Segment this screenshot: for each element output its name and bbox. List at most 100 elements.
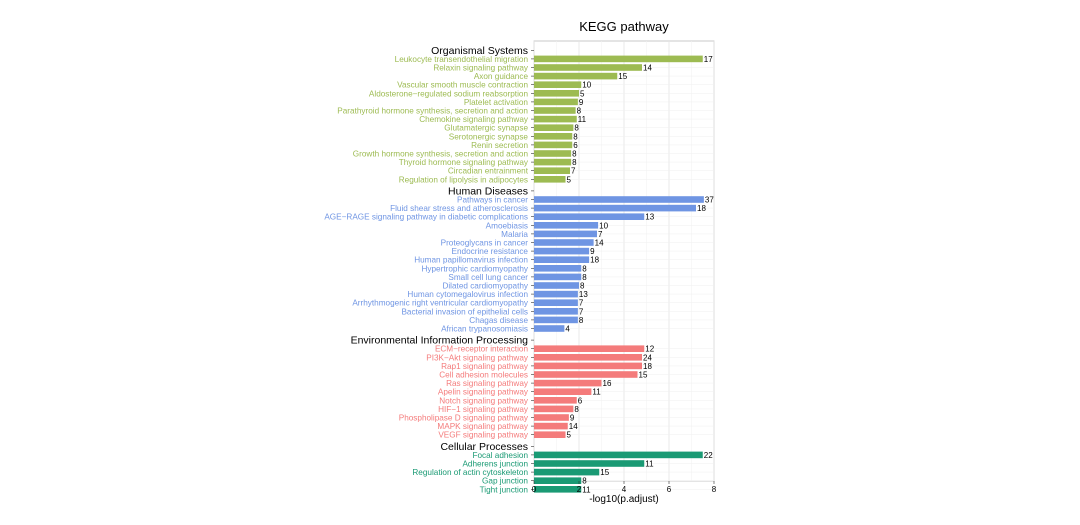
category-label: Growth hormone synthesis, secretion and … — [353, 150, 529, 159]
count-label: 10 — [582, 81, 591, 90]
category-label: Renin secretion — [471, 141, 528, 150]
count-label: 7 — [579, 299, 584, 308]
category-label: Chagas disease — [469, 316, 528, 325]
x-tick-label: 0 — [532, 485, 537, 494]
category-label: Malaria — [501, 230, 528, 239]
category-label: Human cytomegalovirus infection — [407, 290, 528, 299]
category-label: Fluid shear stress and atherosclerosis — [390, 204, 528, 213]
bar — [534, 379, 602, 387]
category-label: PI3K−Akt signaling pathway — [426, 353, 529, 362]
count-label: 11 — [645, 460, 654, 469]
group-label: Environmental Information Processing — [351, 335, 529, 347]
count-label: 8 — [572, 158, 577, 167]
category-label: AGE−RAGE signaling pathway in diabetic c… — [324, 213, 528, 222]
bar — [534, 414, 569, 421]
count-label: 18 — [590, 256, 599, 265]
bar — [534, 345, 645, 352]
bar — [534, 176, 566, 183]
category-label: Human papillomavirus infection — [414, 256, 528, 265]
count-label: 22 — [704, 451, 713, 460]
category-label: Focal adhesion — [472, 451, 528, 460]
count-label: 15 — [600, 468, 609, 477]
category-label: Amoebiasis — [486, 221, 528, 230]
category-label: ECM−receptor interaction — [435, 345, 529, 354]
category-label: VEGF signaling pathway — [438, 431, 529, 440]
category-label: Rap1 signaling pathway — [441, 362, 529, 371]
category-label: Notch signaling pathway — [439, 396, 529, 405]
count-label: 11 — [592, 388, 601, 397]
count-label: 4 — [565, 325, 570, 334]
category-label: HIF−1 signaling pathway — [438, 405, 529, 414]
count-label: 5 — [567, 175, 572, 184]
group-label: Human Diseases — [448, 186, 528, 198]
bar — [534, 204, 696, 212]
category-label: Serotonergic synapse — [449, 132, 529, 141]
category-label: Regulation of actin cytoskeleton — [412, 468, 528, 477]
category-label: Phospholipase D signaling pathway — [399, 414, 529, 423]
x-axis-title: -log10(p.adjust) — [589, 494, 658, 505]
count-label: 8 — [577, 107, 582, 116]
count-label: 18 — [643, 362, 652, 371]
bar — [534, 371, 638, 378]
count-label: 8 — [580, 282, 585, 291]
bar — [534, 299, 578, 306]
bar — [534, 247, 590, 255]
count-label: 9 — [590, 247, 595, 256]
bar — [534, 431, 566, 438]
category-label: Aldosterone−regulated sodium reabsorptio… — [369, 89, 529, 98]
count-label: 15 — [618, 72, 627, 81]
count-label: 13 — [645, 213, 654, 222]
category-label: Parathyroid hormone synthesis, secretion… — [337, 107, 528, 116]
count-label: 8 — [582, 273, 587, 282]
group-label: Organismal Systems — [431, 45, 528, 57]
x-tick-label: 2 — [577, 485, 582, 494]
bar — [534, 468, 600, 476]
category-label: Leukocyte transendothelial migration — [395, 55, 529, 64]
category-label: Thyroid hormone signaling pathway — [399, 158, 529, 167]
count-label: 14 — [643, 64, 652, 73]
count-label: 11 — [578, 115, 587, 124]
category-label: Regulation of lipolysis in adipocytes — [399, 175, 528, 184]
bar — [534, 90, 579, 97]
bar — [534, 213, 645, 220]
bar — [534, 239, 594, 246]
category-label: Dilated cardiomyopathy — [442, 282, 528, 291]
x-tick-label: 8 — [712, 485, 717, 494]
bar — [534, 290, 578, 298]
count-label: 7 — [579, 307, 584, 316]
category-label: Apelin signaling pathway — [438, 388, 529, 397]
bar — [534, 124, 574, 131]
bar — [534, 81, 582, 88]
category-label: Chemokine signaling pathway — [419, 115, 529, 124]
bar — [534, 273, 582, 281]
count-label: 8 — [582, 264, 587, 273]
category-label: Ras signaling pathway — [446, 379, 529, 388]
count-label: 8 — [574, 124, 579, 133]
bar — [534, 256, 590, 263]
category-label: Circadian entrainment — [448, 167, 529, 176]
count-label: 12 — [645, 345, 654, 354]
bar — [534, 282, 579, 289]
x-tick-label: 4 — [622, 485, 627, 494]
count-label: 8 — [582, 477, 587, 486]
category-label: Proteoglycans in cancer — [441, 239, 529, 248]
bar — [534, 141, 573, 149]
bar — [534, 388, 592, 395]
count-label: 7 — [571, 167, 576, 176]
category-label: MAPK signaling pathway — [437, 422, 528, 431]
category-label: Glutamatergic synapse — [444, 124, 528, 133]
bar — [534, 107, 576, 114]
bar — [534, 98, 578, 106]
bar — [534, 72, 618, 80]
bar — [534, 133, 573, 140]
category-label: Pathways in cancer — [457, 196, 528, 205]
bar — [534, 325, 565, 332]
count-label: 37 — [705, 196, 714, 205]
category-label: Cell adhesion molecules — [439, 371, 528, 380]
count-label: 9 — [579, 98, 584, 107]
bar — [534, 460, 645, 467]
bar — [534, 230, 597, 238]
